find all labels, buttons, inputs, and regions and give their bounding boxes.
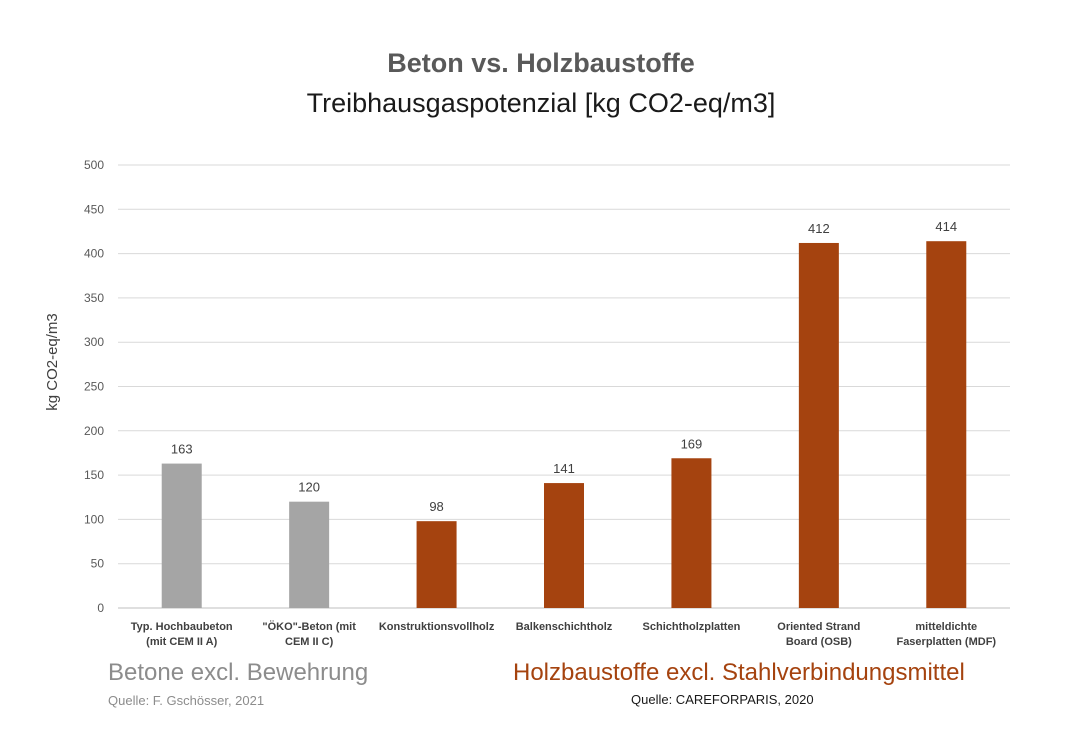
category-label-line: mitteldichte [915,621,977,633]
data-label: 412 [808,221,830,236]
bar [798,242,839,608]
y-tick-label: 450 [84,202,104,216]
y-tick-label: 100 [84,512,104,526]
bar [416,521,457,608]
category-label: mitteldichte Faserplatten (MDF) [896,621,996,648]
category-label-line: Balkenschichtholz [516,621,613,633]
chart-subtitle: Treibhausgaspotenzial [kg CO2-eq/m3] [306,88,776,118]
category-label-line: "ÖKO"-Beton (mit [262,620,356,633]
category-label-line: Faserplatten (MDF) [896,636,996,648]
bar [671,458,712,608]
y-axis-label: kg CO2-eq/m3 [44,313,61,411]
wood-group-label: Holzbaustoffe excl. Stahlverbindungsmitt… [513,659,965,686]
x-axis-categories: Typ. Hochbaubeton (mit CEM II A) "ÖKO"-Bet… [131,620,997,648]
y-tick-label: 50 [91,557,105,571]
bar [289,501,330,608]
bars [161,241,967,609]
concrete-source: Quelle: F. Gschösser, 2021 [108,693,265,708]
bar [926,241,967,609]
data-labels: 163 120 98 141 169 412 414 [171,219,957,514]
data-label: 120 [298,480,320,495]
category-label: Typ. Hochbaubeton (mit CEM II A) [131,621,233,648]
bar [161,463,202,608]
gridlines [118,164,1010,609]
category-label-line: Board (OSB) [786,636,852,648]
category-label-line: Typ. Hochbaubeton [131,621,233,633]
y-tick-label: 400 [84,247,104,261]
category-label: Schichtholzplatten [643,621,741,633]
wood-source: Quelle: CAREFORPARIS, 2020 [631,692,814,707]
category-label: Konstruktionsvollholz [379,621,495,633]
y-tick-label: 0 [97,601,104,615]
category-label: Oriented Strand Board (OSB) [777,621,860,648]
data-label: 141 [553,461,575,476]
data-label: 98 [429,499,443,514]
category-label-line: Schichtholzplatten [643,621,741,633]
y-tick-label: 250 [84,380,104,394]
category-label-line: CEM II C) [285,636,334,648]
concrete-group-label: Betone excl. Bewehrung [108,659,369,686]
data-label: 163 [171,442,193,457]
y-tick-label: 500 [84,158,104,172]
category-label: Balkenschichtholz [516,621,613,633]
y-axis-ticks: 0 50 100 150 200 250 300 350 400 450 500 [84,158,104,615]
y-tick-label: 150 [84,468,104,482]
data-label: 169 [681,436,703,451]
category-label-line: Konstruktionsvollholz [379,621,495,633]
y-tick-label: 200 [84,424,104,438]
bar [544,483,584,608]
data-label: 414 [935,219,957,234]
y-tick-label: 350 [84,291,104,305]
chart-title: Beton vs. Holzbaustoffe [387,48,695,78]
category-label-line: Oriented Strand [777,621,860,633]
category-label: "ÖKO"-Beton (mit CEM II C) [262,620,356,648]
y-tick-label: 300 [84,335,104,349]
category-label-line: (mit CEM II A) [146,636,217,648]
